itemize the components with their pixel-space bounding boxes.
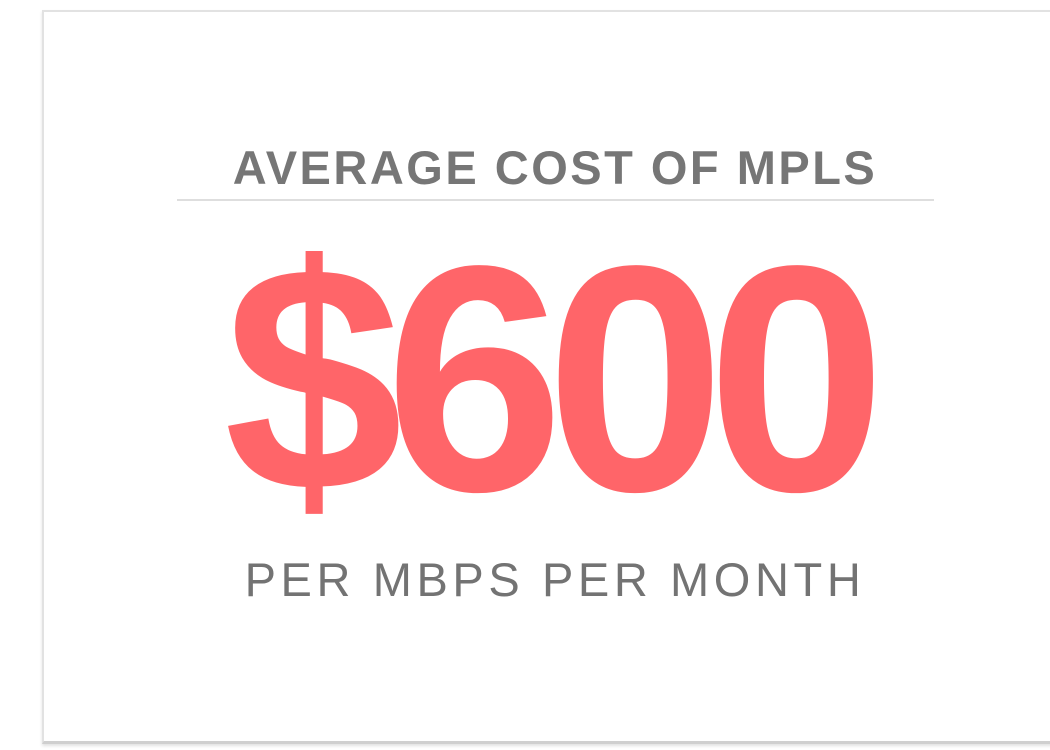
card-title: AVERAGE COST OF MPLS [232,141,878,194]
stat-caption: PER MBPS PER MONTH [244,553,866,606]
divider [177,199,934,201]
stat-card: AVERAGE COST OF MPLS $600 PER MBPS PER M… [42,10,1050,744]
stat-value: $600 [223,200,886,559]
